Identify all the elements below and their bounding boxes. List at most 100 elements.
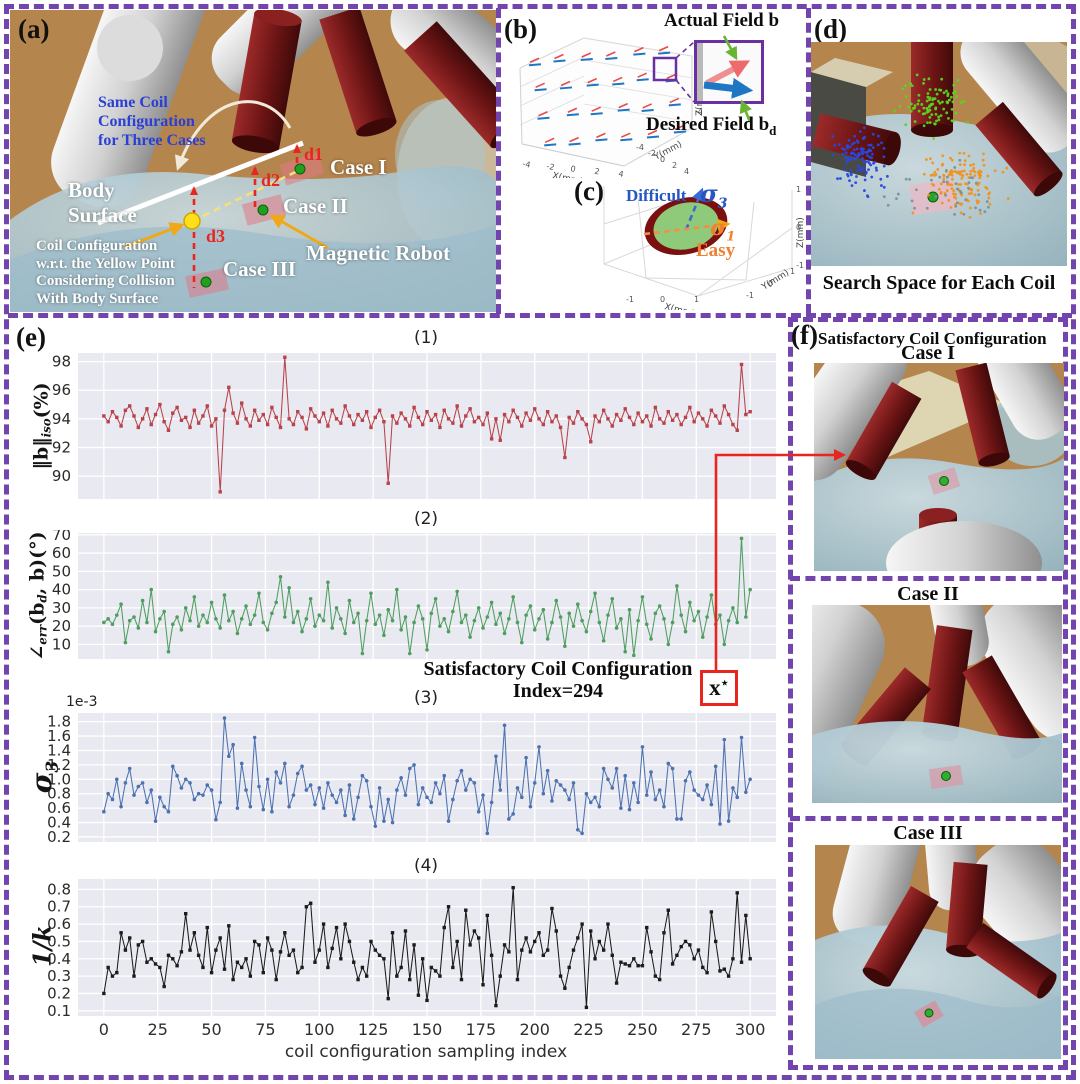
search-sample-dot	[904, 177, 908, 181]
robot-dot-case2	[257, 204, 269, 216]
svg-text:-4: -4	[695, 107, 702, 116]
search-sample-dot	[945, 189, 949, 192]
svg-text:94: 94	[52, 410, 71, 428]
svg-text:0.6: 0.6	[47, 915, 71, 933]
search-sample-dot	[939, 88, 943, 92]
search-sample-dot	[981, 158, 985, 162]
svg-text:Y(mm): Y(mm)	[759, 268, 791, 293]
search-sample-dot	[931, 98, 935, 102]
search-sample-dot	[850, 184, 854, 188]
search-sample-dot	[951, 119, 955, 123]
search-sample-dot	[898, 104, 902, 108]
search-sample-dot	[880, 184, 883, 187]
svg-text:1.4: 1.4	[47, 741, 71, 759]
svg-text:0: 0	[660, 295, 665, 304]
search-sample-dot	[934, 88, 938, 91]
target-dot	[941, 771, 951, 781]
search-sample-dot	[955, 170, 959, 174]
search-sample-dot	[952, 192, 955, 196]
search-sample-dot	[947, 198, 951, 202]
search-sample-dot	[926, 121, 929, 125]
svg-text:0.7: 0.7	[47, 898, 71, 916]
svg-text:0: 0	[796, 223, 801, 232]
search-sample-dot	[967, 176, 971, 179]
search-sample-dot	[973, 193, 977, 197]
search-sample-dot	[932, 183, 936, 187]
search-sample-dot	[942, 177, 946, 181]
panel-e-label: (e)	[16, 322, 46, 352]
search-sample-dot	[844, 156, 848, 160]
search-sample-dot	[967, 181, 971, 185]
search-sample-dot	[957, 170, 961, 174]
chart-field-magnitude: 90 92 94 96 98	[52, 353, 776, 499]
svg-text:0: 0	[768, 279, 773, 288]
search-sample-dot	[882, 155, 886, 159]
search-sample-dot	[893, 109, 896, 113]
search-sample-dot	[969, 164, 973, 167]
search-sample-dot	[954, 204, 958, 208]
search-sample-dot	[985, 187, 989, 190]
search-sample-dot	[913, 106, 916, 110]
search-sample-dot	[950, 183, 954, 187]
search-sample-dot	[934, 107, 937, 111]
easy-label: Easy	[696, 240, 736, 261]
search-sample-dot	[977, 193, 981, 197]
panel-f-label: (f)	[791, 320, 818, 350]
panel-b-label: (b)	[504, 14, 537, 44]
search-sample-dot	[855, 139, 859, 143]
search-sample-dot	[940, 77, 944, 81]
search-sample-dot	[863, 178, 867, 182]
svg-text:X(mm): X(mm)	[663, 302, 695, 310]
search-sample-dot	[877, 134, 880, 138]
coil	[911, 42, 953, 137]
coil	[231, 10, 302, 154]
search-sample-dot	[938, 175, 942, 179]
search-sample-dot	[950, 107, 954, 111]
search-sample-dot	[949, 156, 952, 160]
robot-arm	[969, 845, 1061, 998]
svg-text:0.5: 0.5	[47, 932, 71, 950]
search-sample-dot	[933, 174, 937, 177]
coil	[975, 101, 1063, 197]
coil	[845, 381, 922, 480]
search-sample-dot	[846, 146, 850, 150]
panel-a-render	[10, 10, 496, 312]
case3-heading: Case III	[893, 822, 963, 844]
search-sample-dot	[866, 195, 870, 199]
search-sample-dot	[941, 154, 945, 158]
ellipsoid	[644, 196, 728, 256]
coil	[955, 363, 1010, 467]
search-sample-dot	[837, 143, 841, 146]
search-sample-dot	[983, 210, 987, 214]
svg-text:10: 10	[52, 635, 71, 653]
search-sample-dot	[861, 157, 864, 160]
search-sample-dot	[913, 206, 916, 210]
svg-text:100: 100	[304, 1020, 335, 1039]
sigma3-label: σ3	[700, 179, 728, 212]
search-sample-dot	[953, 90, 957, 94]
divider	[790, 576, 1062, 581]
search-sample-dot	[945, 100, 949, 104]
search-sample-dot	[948, 98, 951, 102]
search-sample-dot	[985, 200, 989, 203]
search-sample-dot	[979, 170, 983, 174]
table-box-top	[811, 58, 893, 87]
d3-label: d3	[206, 226, 226, 246]
svg-text:0: 0	[660, 155, 665, 164]
search-sample-dot	[978, 176, 982, 180]
magnetic-robot-label: Magnetic Robot	[306, 241, 451, 265]
svg-text:0: 0	[99, 1020, 109, 1039]
search-sample-dot	[979, 174, 983, 178]
svg-text:25: 25	[148, 1020, 168, 1039]
search-sample-dot	[940, 201, 944, 205]
search-sample-dot	[882, 164, 886, 168]
body-surface-fold	[815, 988, 1061, 1059]
svg-text:0.4: 0.4	[47, 950, 71, 968]
svg-text:275: 275	[681, 1020, 712, 1039]
search-sample-dot	[939, 182, 943, 186]
singular-value-ellipsoid-plot: -1-1-1000111X(mm)Y(mm)Z(mm)	[603, 185, 804, 310]
search-sample-dot	[926, 92, 930, 95]
search-sample-dot	[955, 201, 959, 205]
search-sample-dot	[859, 169, 863, 172]
